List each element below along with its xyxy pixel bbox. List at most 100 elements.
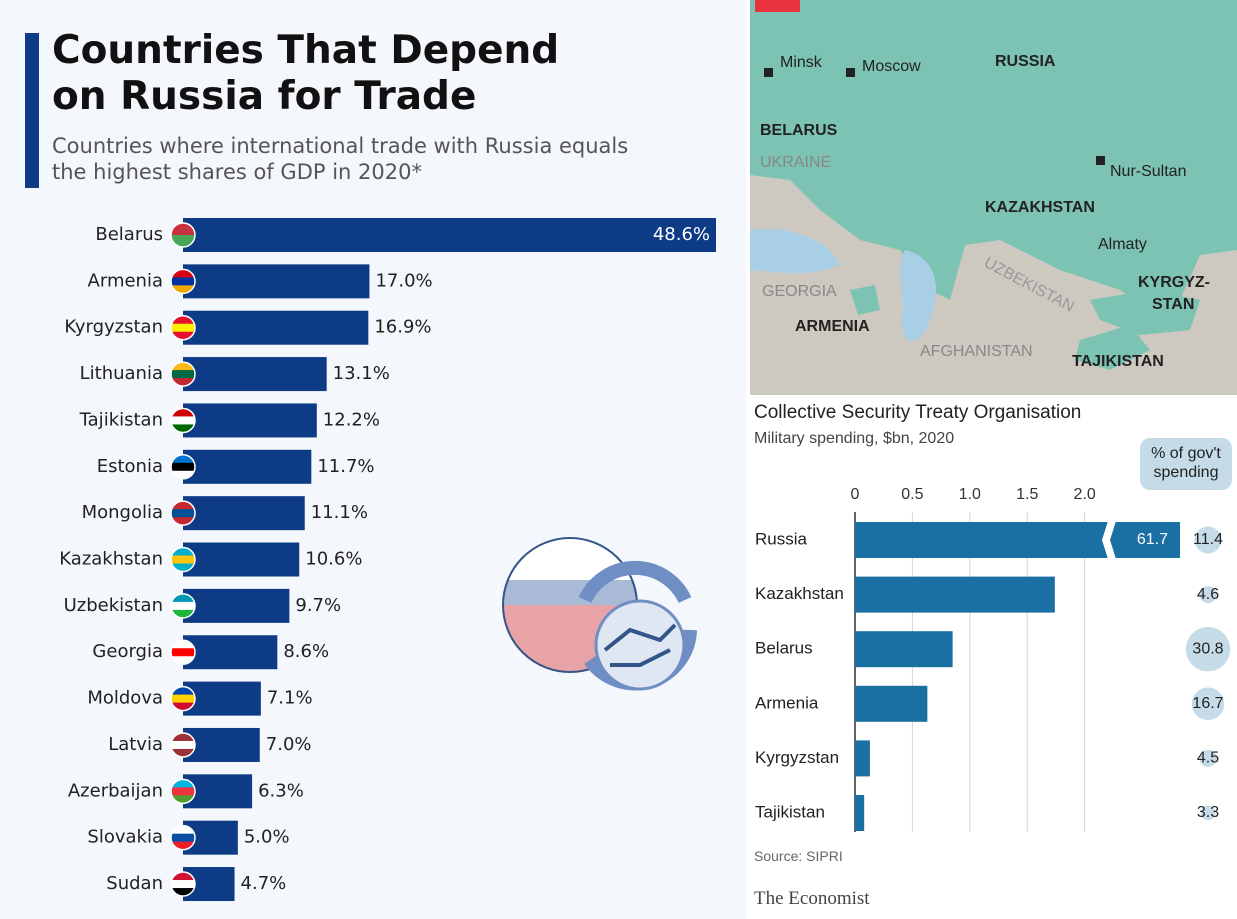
flag-icon [171,269,195,294]
flag-icon [171,501,195,526]
flag-border [170,685,196,712]
flag-border [170,824,196,851]
value-label: 10.6% [305,549,362,570]
flag-border [170,778,196,805]
bar [183,588,290,623]
map-label: TAJIKISTAN [1072,353,1164,370]
bar [183,727,260,762]
flag-icon [171,315,195,340]
value-label: 13.1% [333,363,390,384]
chart-title: Countries That Depend on Russia for Trad… [52,28,560,119]
category-label: Armenia [88,270,163,291]
map-label: AFGHANISTAN [920,343,1033,360]
category-label: Estonia [97,456,163,477]
map-label: UKRAINE [760,154,831,171]
share-label: 16.7 [1192,695,1223,712]
share-label: 3.3 [1197,804,1219,821]
category-label: Azerbaijan [68,780,163,801]
value-label: 11.7% [317,456,374,477]
bar [855,576,1055,613]
flag-border [170,546,196,573]
share-bubble [1199,749,1217,767]
share-bubble [1185,627,1231,672]
flag-icon [171,223,195,247]
flag-border [170,732,196,758]
flag-icon [171,732,195,757]
chart-title: Collective Security Treaty Organisation [754,402,1082,423]
value-label: 11.1% [311,502,368,523]
value-label: 61.7 [1137,531,1168,548]
category-label: Lithuania [80,363,163,384]
x-tick-label: 1.0 [959,486,981,503]
bar [183,496,305,531]
category-label: Belarus [755,639,813,658]
flag-border [170,268,196,295]
bar [855,740,870,777]
flag-border [170,407,196,434]
chart-subtitle: Military spending, $bn, 2020 [754,430,955,447]
map [750,0,1237,395]
category-label: Armenia [755,693,819,712]
x-tick-label: 0.5 [901,486,923,503]
flag-border [170,639,196,665]
bar [183,449,312,484]
flag-icon [171,872,195,897]
category-label: Kyrgyzstan [64,317,163,338]
share-label: 4.6 [1197,586,1219,603]
map-label: GEORGIA [762,283,837,300]
flag-icon [171,593,195,618]
bar [183,635,278,670]
flag-icon [171,779,195,804]
city-marker [1096,156,1105,165]
value-label: 7.1% [267,688,313,709]
flag-border [170,593,196,619]
map-label: KAZAKHSTAN [985,199,1095,216]
brand: The Economist [754,888,870,909]
bar [855,685,928,722]
x-tick-label: 1.5 [1016,486,1038,503]
flag-icon [171,825,195,850]
bar [183,264,370,299]
map-label: Almaty [1098,236,1147,253]
x-tick-label: 2.0 [1074,486,1096,503]
category-label: Kyrgyzstan [755,748,839,767]
value-label: 6.3% [258,780,304,801]
map-label: BELARUS [760,122,838,139]
value-label: 16.9% [374,317,431,338]
category-label: Mongolia [82,502,163,523]
share-bubble [1200,805,1216,821]
value-label: 17.0% [375,270,432,291]
value-label: 4.7% [241,873,287,894]
category-label: Russia [755,529,808,548]
value-label: 8.6% [283,641,329,662]
trade-icon [502,537,697,691]
source: Source: SIPRI [754,848,843,864]
value-label: 12.2% [323,409,380,430]
flag-icon [171,686,195,711]
flag-icon [171,547,195,572]
map-label: Moscow [862,58,921,75]
flag-border [170,361,196,387]
city-marker [846,68,855,77]
city-marker [764,68,773,77]
category-label: Latvia [108,734,163,755]
bar [183,310,369,345]
bar [183,218,716,252]
flag-border [170,314,196,341]
bar [855,631,953,668]
map-label: ARMENIA [795,318,870,335]
bar [855,522,1180,558]
share-label: 4.5 [1197,750,1219,767]
column-header: % of gov't spending [1140,438,1232,490]
flag-icon [171,408,195,433]
flag-icon [171,362,195,387]
category-label: Tajikistan [755,802,825,821]
category-label: Belarus [95,224,163,245]
chart-subtitle: Countries where international trade with… [52,134,629,184]
category-label: Slovakia [87,827,163,848]
category-label: Georgia [92,641,163,662]
share-label: 11.4 [1193,531,1223,548]
title-accent [25,33,39,188]
share-bubble [1191,687,1225,721]
